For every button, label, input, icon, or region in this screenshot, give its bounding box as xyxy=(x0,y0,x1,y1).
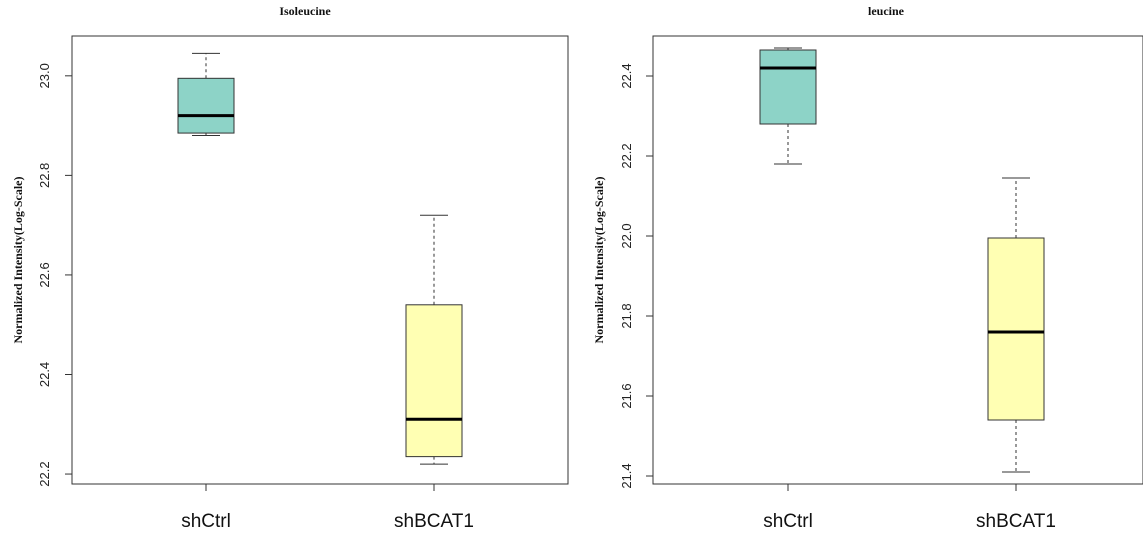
y-tick-label: 22.4 xyxy=(37,362,52,387)
x-tick-label: shCtrl xyxy=(181,511,231,532)
x-tick-label: shCtrl xyxy=(763,511,813,532)
y-tick-label: 22.2 xyxy=(37,461,52,486)
y-tick-label: 21.6 xyxy=(619,383,634,408)
y-tick-label: 22.4 xyxy=(619,63,634,88)
plot-frame xyxy=(71,35,569,485)
y-tick-label: 22.0 xyxy=(619,223,634,248)
chart-title: leucine xyxy=(868,4,905,18)
box-shCtrl xyxy=(177,77,235,134)
y-tick-label: 22.6 xyxy=(37,262,52,287)
box-shCtrl xyxy=(759,49,817,125)
y-tick-label: 22.8 xyxy=(37,163,52,188)
y-axis-label: Normalized Intensity(Log-Scale) xyxy=(11,177,25,344)
box-shBCAT1 xyxy=(405,304,463,458)
chart-title: Isoleucine xyxy=(279,4,331,18)
x-tick-label: shBCAT1 xyxy=(394,511,474,532)
plot-frame xyxy=(652,35,1143,485)
y-axis-label: Normalized Intensity(Log-Scale) xyxy=(592,177,606,344)
y-tick-label: 21.4 xyxy=(619,463,634,488)
y-tick-label: 22.2 xyxy=(619,143,634,168)
box-shBCAT1 xyxy=(987,237,1045,421)
y-tick-label: 23.0 xyxy=(37,63,52,88)
x-tick-label: shBCAT1 xyxy=(976,511,1056,532)
y-tick-label: 21.8 xyxy=(619,303,634,328)
